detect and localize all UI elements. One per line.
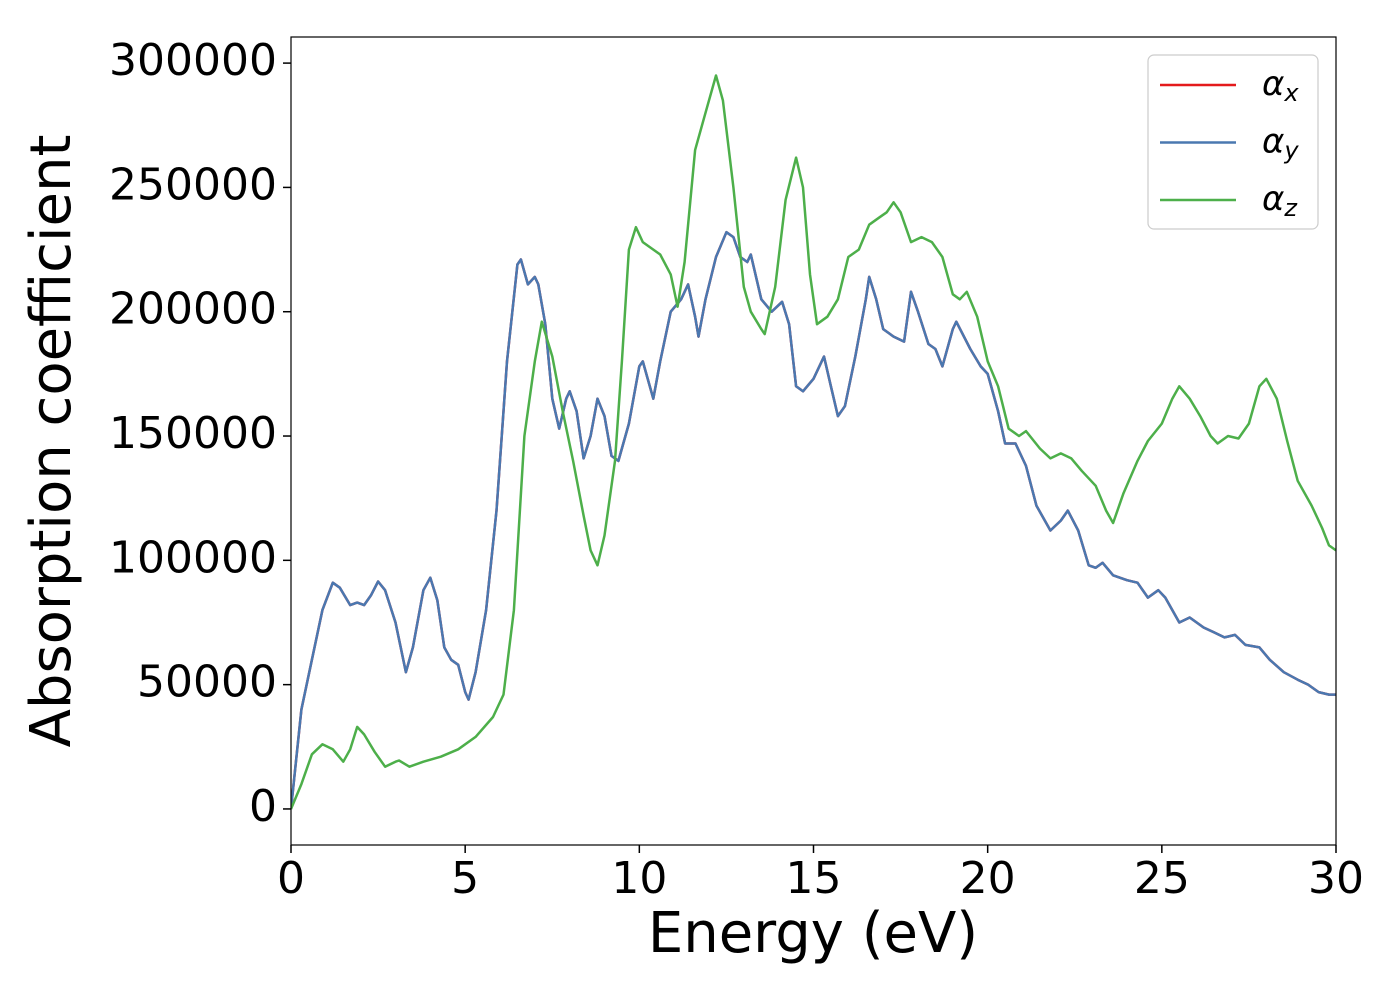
data-line [291,230,1336,810]
y-tick-label: 0 [249,781,277,832]
x-tick-label: 30 [1308,853,1364,904]
x-tick-label: 20 [960,853,1016,904]
plot-frame [290,36,1337,846]
y-tick-label: 200000 [109,284,277,335]
legend-label: αy [1262,121,1299,165]
x-tick-label: 25 [1134,853,1190,904]
y-tick-label: 150000 [109,408,277,459]
x-tick-label: 5 [451,853,479,904]
y-tick-label: 50000 [137,657,277,708]
y-axis-label: Absorption coefficient [19,135,84,748]
data-line [291,230,1336,810]
x-tick-label: 0 [277,853,305,904]
x-tick-label: 15 [786,853,842,904]
y-tick-label: 100000 [109,532,277,583]
y-tick-label: 300000 [109,35,277,86]
y-tick-label: 250000 [109,159,277,210]
data-line [291,74,1336,810]
legend-label: αz [1262,179,1298,223]
x-axis-label: Energy (eV) [648,901,978,966]
legend-label: αx [1262,64,1299,108]
x-tick-label: 10 [611,853,667,904]
